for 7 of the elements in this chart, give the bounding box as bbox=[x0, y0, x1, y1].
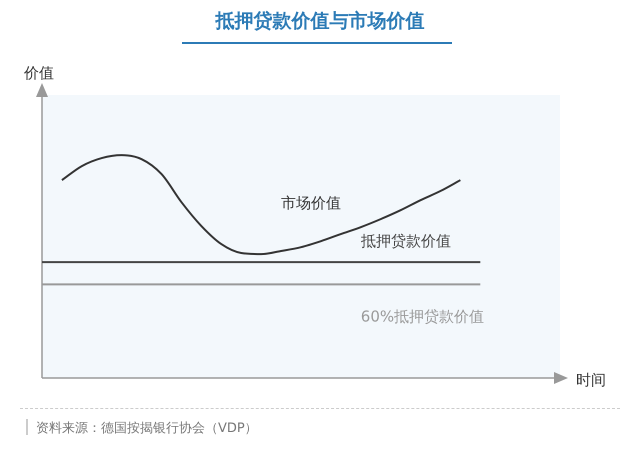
series-label: 60%抵押贷款价值 bbox=[360, 308, 484, 326]
series-label: 市场价值 bbox=[281, 194, 342, 212]
series-label: 抵押贷款价值 bbox=[360, 232, 451, 250]
y-axis-title: 价值 bbox=[24, 64, 54, 83]
chart-title: 抵押贷款价值与市场价值 bbox=[214, 9, 426, 34]
x-axis-title: 时间 bbox=[576, 371, 606, 390]
text: 资料来源：德国按揭银行协会（VDP） bbox=[36, 420, 258, 437]
